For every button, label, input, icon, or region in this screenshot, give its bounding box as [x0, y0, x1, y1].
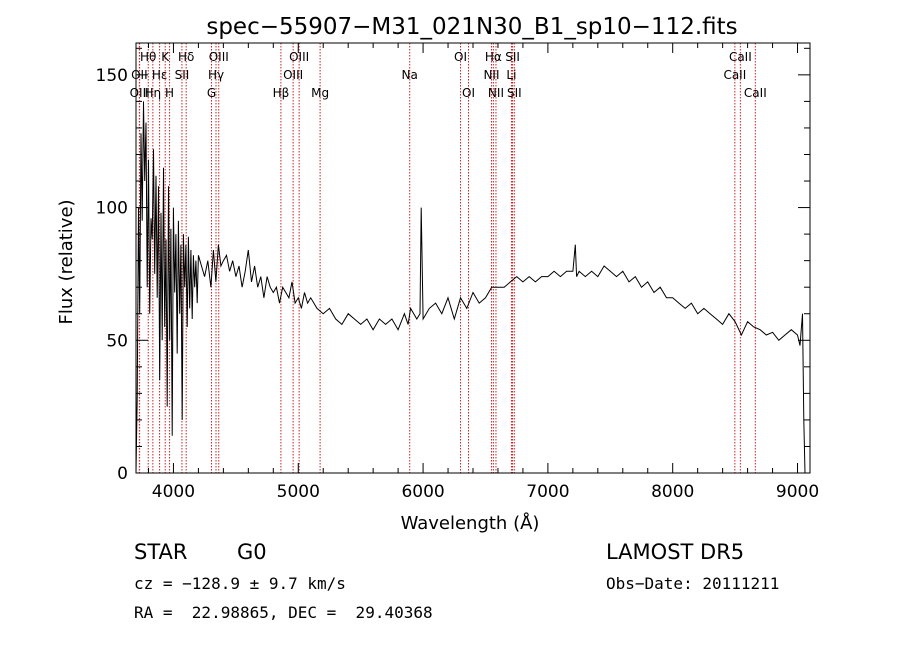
spectral-line-label: Li — [506, 68, 516, 82]
spectral-line-label: NII — [483, 68, 499, 82]
axes: 4000 5000 6000 7000 8000 9000 0 50 100 150 — [96, 42, 819, 502]
y-tick-label: 150 — [96, 66, 128, 86]
spectral-line-label: Hβ — [273, 86, 290, 100]
spectral-line-label: K — [161, 50, 170, 64]
x-tick-label: 9000 — [776, 482, 819, 502]
x-axis-label: Wavelength (Å) — [401, 512, 540, 534]
spectral-line-label: OI — [454, 50, 467, 64]
spectral-line-label: SII — [507, 86, 522, 100]
spectral-line-label: Mg — [311, 86, 329, 100]
y-tick-label: 0 — [117, 464, 128, 484]
object-class: STAR — [134, 540, 188, 564]
y-axis-label: Flux (relative) — [56, 199, 77, 324]
spectral-line-label: NII — [488, 86, 504, 100]
spectrum-series — [135, 101, 806, 474]
spectral-line-label: CaII — [723, 68, 746, 82]
spectral-line-label: Hδ — [178, 50, 194, 64]
spectral-line-label: OIII — [209, 50, 229, 64]
x-tick-label: 5000 — [277, 482, 320, 502]
spectral-line-label: Hθ — [140, 50, 156, 64]
spectral-line-label: OIII — [130, 86, 150, 100]
observation-date: Obs−Date: 20111211 — [606, 574, 780, 593]
spectral-line-label: H — [165, 86, 174, 100]
x-tick-label: 8000 — [651, 482, 694, 502]
y-tick-label: 50 — [106, 331, 128, 351]
x-tick-label: 7000 — [526, 482, 569, 502]
spectral-line-label: Hη — [145, 86, 162, 100]
x-tick-label: 6000 — [401, 482, 444, 502]
chart-title: spec−55907−M31_021N30_B1_sp10−112.fits — [206, 14, 737, 40]
spectral-line-label: OIII — [283, 68, 303, 82]
object-subclass: G0 — [237, 540, 267, 564]
survey-name: LAMOST DR5 — [606, 540, 745, 564]
spectral-line-label: G — [207, 86, 216, 100]
spectral-line-label: OII — [131, 68, 148, 82]
spectral-line-label: Hγ — [208, 68, 224, 82]
spectral-line-label: Hα — [485, 50, 502, 64]
spectral-line-label: Hε — [152, 68, 168, 82]
spectral-line-label: Na — [402, 68, 418, 82]
plot-frame — [135, 42, 811, 474]
spectrum-line — [135, 101, 806, 474]
spectral-line-label: SII — [175, 68, 190, 82]
spectral-line-label: CaII — [744, 86, 767, 100]
spectral-line-markers — [138, 43, 756, 473]
spectral-line-label: CaII — [729, 50, 752, 64]
spectral-line-label: OI — [462, 86, 475, 100]
redshift-velocity: cz = −128.9 ± 9.7 km/s — [134, 574, 346, 593]
spectral-line-label: OIII — [289, 50, 309, 64]
sky-coordinates: RA = 22.98865, DEC = 29.40368 — [134, 603, 433, 622]
spectral-line-label: SII — [505, 50, 520, 64]
x-tick-label: 4000 — [152, 482, 195, 502]
y-tick-label: 100 — [96, 199, 128, 219]
